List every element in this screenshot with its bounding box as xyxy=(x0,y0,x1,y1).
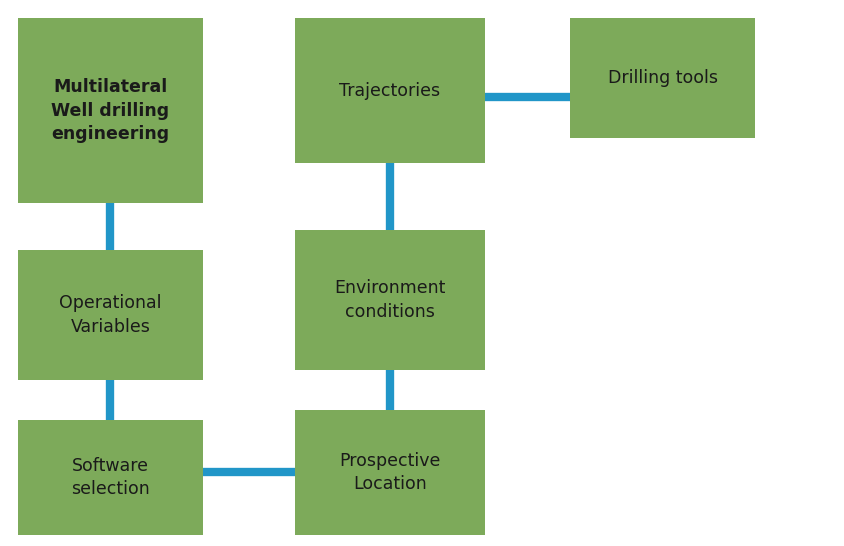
Text: Drilling tools: Drilling tools xyxy=(608,69,717,87)
Text: Operational
Variables: Operational Variables xyxy=(59,294,162,336)
Text: Trajectories: Trajectories xyxy=(339,81,441,99)
Text: Multilateral
Well drilling
engineering: Multilateral Well drilling engineering xyxy=(51,78,170,143)
Text: Prospective
Location: Prospective Location xyxy=(339,452,441,493)
FancyBboxPatch shape xyxy=(570,18,755,138)
Text: Environment
conditions: Environment conditions xyxy=(334,279,446,321)
FancyBboxPatch shape xyxy=(18,18,203,203)
FancyBboxPatch shape xyxy=(295,410,485,535)
FancyBboxPatch shape xyxy=(295,18,485,163)
FancyBboxPatch shape xyxy=(18,250,203,380)
FancyBboxPatch shape xyxy=(295,230,485,370)
Text: Software
selection: Software selection xyxy=(71,456,150,498)
FancyBboxPatch shape xyxy=(18,420,203,535)
